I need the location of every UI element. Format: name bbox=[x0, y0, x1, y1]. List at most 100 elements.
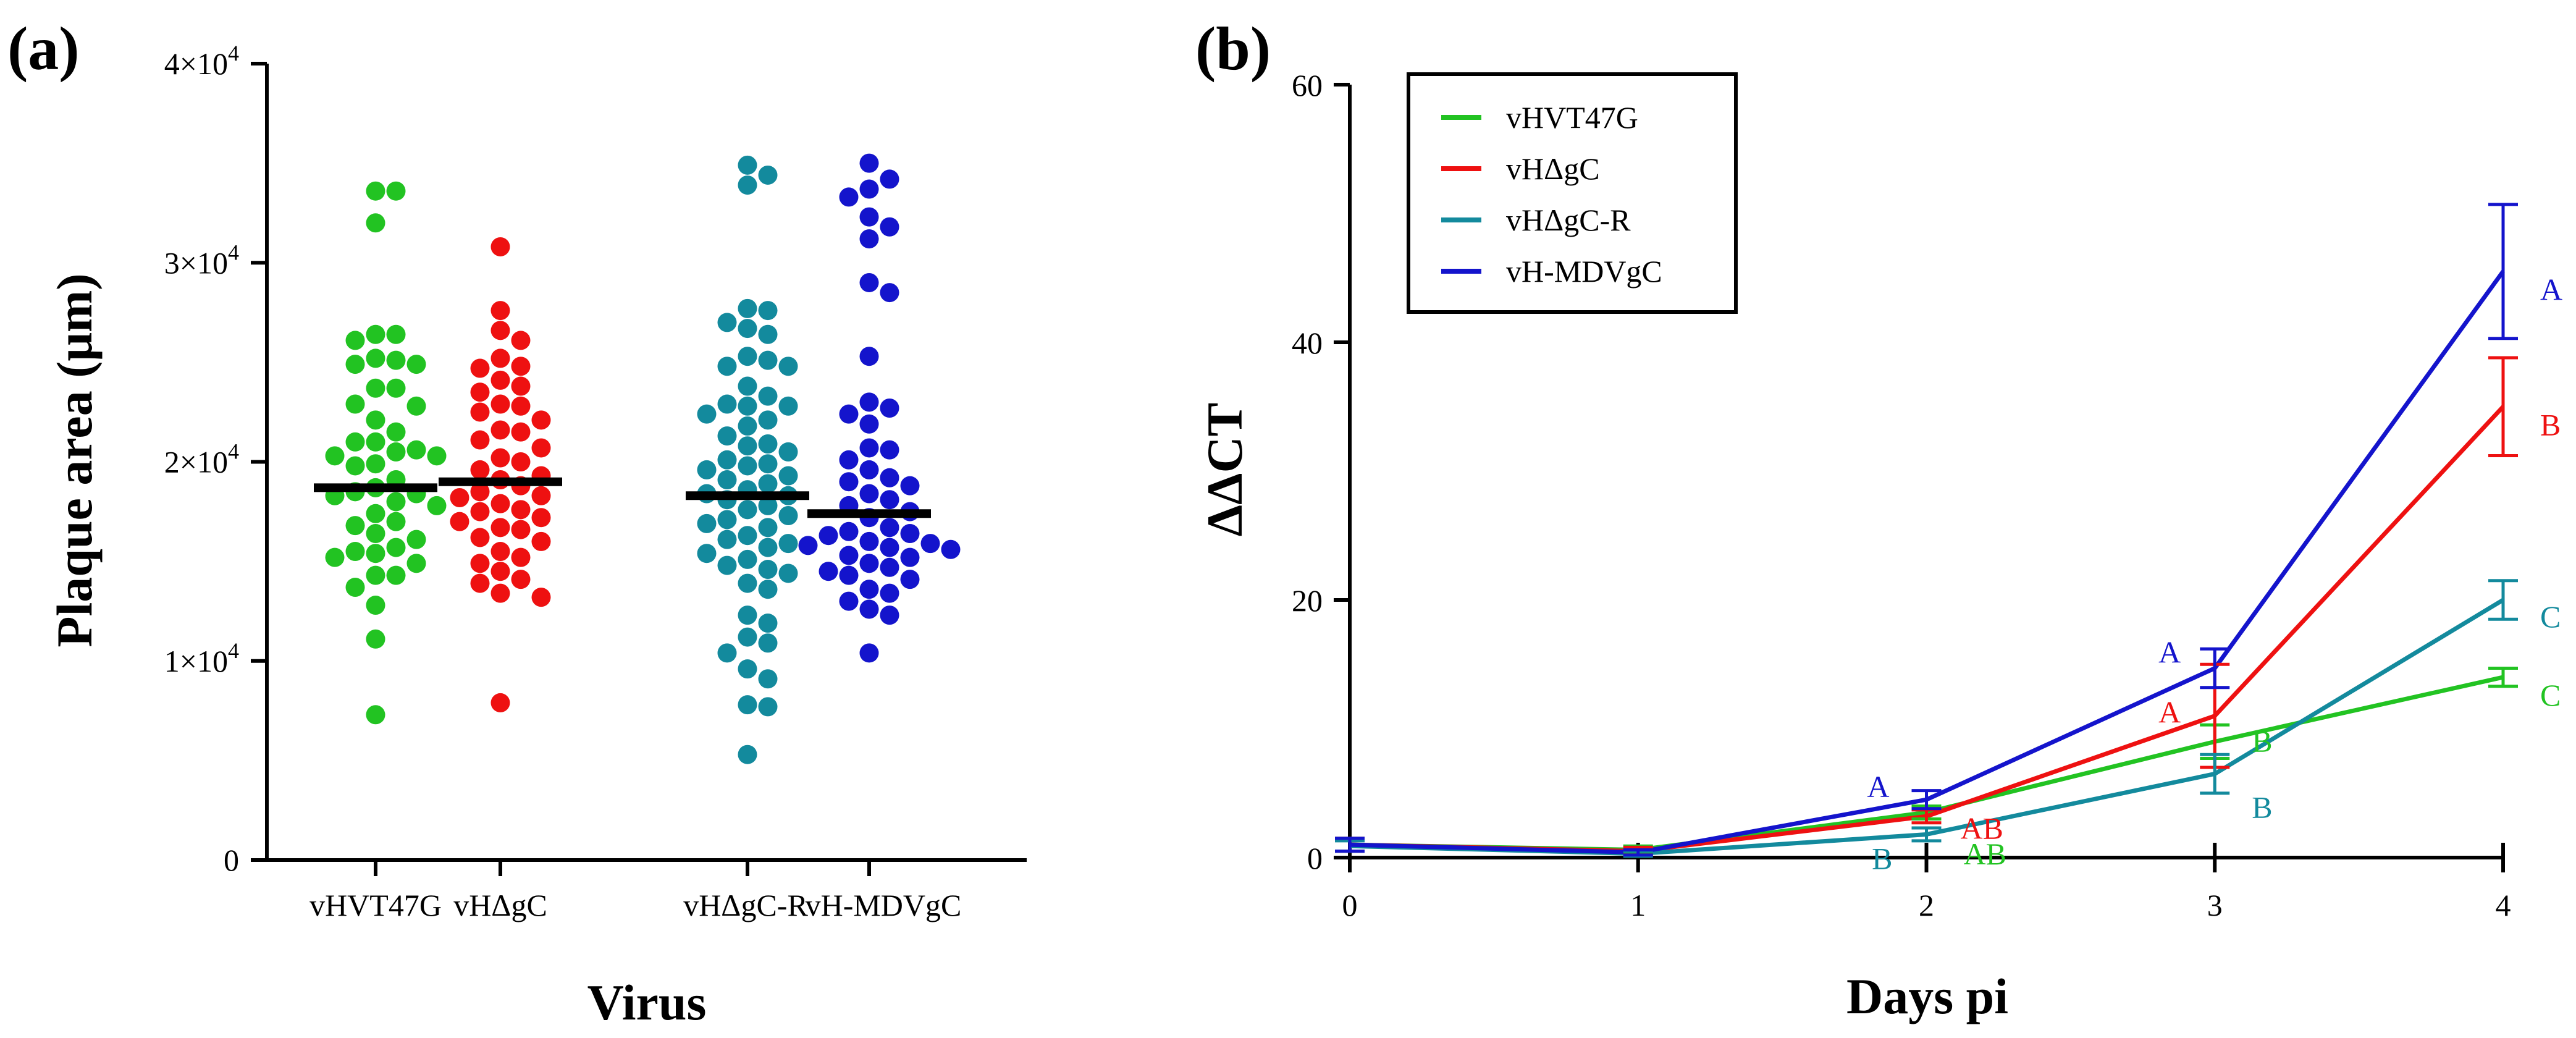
x-tick-label: 4 bbox=[2496, 888, 2511, 922]
series-vhvt47g-points bbox=[325, 181, 447, 725]
data-point bbox=[386, 324, 406, 344]
y-tick-label: 4×104 bbox=[164, 41, 239, 81]
data-point bbox=[345, 331, 365, 350]
data-point bbox=[778, 396, 798, 416]
error-bars-vh-mdvgc bbox=[1335, 203, 2518, 857]
data-point bbox=[366, 565, 385, 585]
data-point bbox=[325, 547, 345, 567]
data-point bbox=[839, 521, 859, 541]
data-point bbox=[717, 450, 737, 470]
data-point bbox=[717, 394, 737, 414]
data-point bbox=[758, 614, 778, 633]
data-point bbox=[880, 217, 899, 237]
series-vh-gc-points bbox=[450, 237, 551, 712]
data-point bbox=[839, 404, 859, 424]
data-point bbox=[941, 539, 961, 559]
data-point bbox=[839, 187, 859, 207]
data-point bbox=[345, 432, 365, 452]
data-point bbox=[470, 482, 490, 502]
panel-a-category-labels: vHVT47G vHΔgC vHΔgC-RvH-MDVgC bbox=[309, 888, 961, 922]
data-point bbox=[738, 436, 757, 456]
data-point bbox=[490, 348, 510, 368]
x-category-label: vHΔgC bbox=[453, 888, 547, 922]
panel-b-series-lines bbox=[1349, 270, 2505, 856]
significance-letter: A bbox=[2540, 272, 2562, 306]
significance-letter: A bbox=[2158, 695, 2181, 730]
data-point bbox=[490, 448, 510, 468]
data-point bbox=[490, 562, 510, 581]
data-point bbox=[366, 378, 385, 398]
data-point bbox=[880, 490, 899, 510]
data-point bbox=[531, 508, 551, 528]
data-point bbox=[366, 181, 385, 201]
data-point bbox=[738, 549, 757, 569]
data-point bbox=[859, 414, 879, 434]
panel-a-x-axis-title: Virus bbox=[587, 974, 707, 1031]
y-tick-label: 0 bbox=[224, 843, 239, 877]
legend-label: vHΔgC bbox=[1506, 151, 1600, 186]
data-point bbox=[386, 350, 406, 370]
data-point bbox=[406, 530, 426, 549]
panel-a-points bbox=[325, 153, 961, 764]
data-point bbox=[531, 410, 551, 430]
data-point bbox=[366, 410, 385, 430]
legend-label: vHΔgC-R bbox=[1506, 203, 1631, 237]
data-point bbox=[406, 554, 426, 573]
panel-a-label: (a) bbox=[7, 14, 80, 83]
data-point bbox=[511, 331, 531, 350]
y-tick-label: 20 bbox=[1292, 583, 1323, 618]
data-point bbox=[859, 580, 879, 599]
data-point bbox=[738, 155, 757, 175]
y-tick-mantissa: 1×10 bbox=[164, 644, 228, 678]
error-bars-vh-gc bbox=[1335, 356, 2518, 857]
data-point bbox=[758, 324, 778, 344]
y-tick-exponent: 4 bbox=[228, 41, 239, 65]
x-category-label: vHVT47G bbox=[309, 888, 442, 922]
data-point bbox=[386, 378, 406, 398]
data-point bbox=[470, 502, 490, 521]
data-point bbox=[490, 494, 510, 513]
data-point bbox=[717, 470, 737, 490]
y-tick-mantissa: 2×10 bbox=[164, 445, 228, 479]
data-point bbox=[450, 512, 469, 531]
data-point bbox=[859, 153, 879, 173]
data-point bbox=[839, 472, 859, 492]
data-point bbox=[758, 633, 778, 653]
data-point bbox=[717, 555, 737, 575]
data-point bbox=[406, 396, 426, 416]
data-point bbox=[490, 542, 510, 562]
data-point bbox=[511, 570, 531, 589]
data-point bbox=[717, 313, 737, 332]
data-point bbox=[717, 426, 737, 446]
data-point bbox=[470, 554, 490, 573]
panel-a-dot-plot: (a) Plaque area (μm) Virus 01×1042×1043×… bbox=[7, 14, 1027, 1031]
data-point bbox=[880, 468, 899, 487]
y-tick-label: 60 bbox=[1292, 68, 1323, 103]
legend-item-vhvt47g: vHVT47G bbox=[1441, 100, 1638, 135]
data-point bbox=[470, 358, 490, 378]
data-point bbox=[798, 536, 818, 555]
data-point bbox=[386, 181, 406, 201]
data-point bbox=[778, 534, 798, 554]
data-point bbox=[511, 452, 531, 471]
data-point bbox=[738, 376, 757, 396]
data-point bbox=[697, 513, 717, 533]
data-point bbox=[880, 606, 899, 625]
series-vh-mdvgc-points bbox=[798, 153, 961, 663]
data-point bbox=[900, 524, 920, 544]
legend-item-vh-mdvgc: vH-MDVgC bbox=[1441, 254, 1662, 289]
data-point bbox=[900, 476, 920, 496]
significance-letter: B bbox=[1872, 841, 1892, 876]
series-line-vh-gc bbox=[1349, 405, 2505, 854]
data-point bbox=[511, 547, 531, 567]
data-point bbox=[738, 319, 757, 339]
series-vh-gc-r-points bbox=[697, 155, 798, 764]
data-point bbox=[366, 524, 385, 544]
data-point bbox=[531, 486, 551, 505]
data-point bbox=[325, 446, 345, 466]
data-point bbox=[900, 547, 920, 567]
data-point bbox=[490, 693, 510, 712]
data-point bbox=[738, 573, 757, 593]
